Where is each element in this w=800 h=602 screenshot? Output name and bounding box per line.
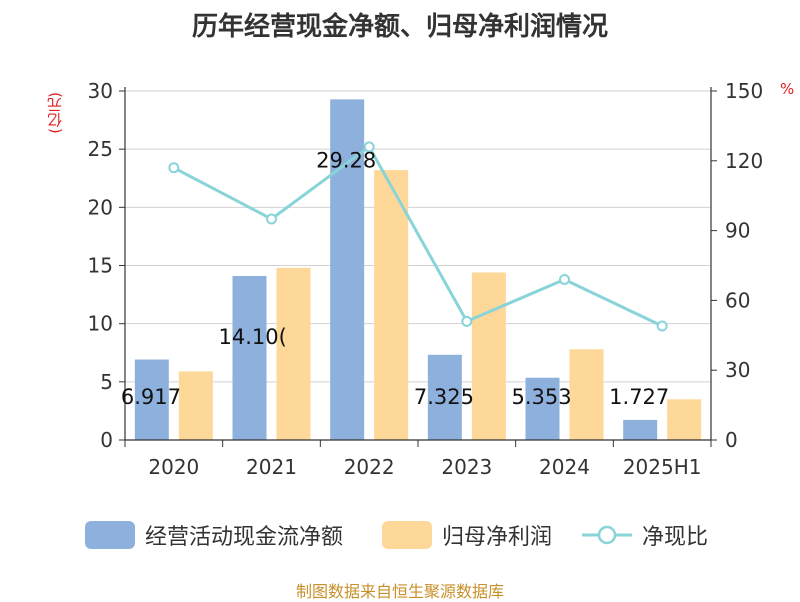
left-tick-label: 25: [88, 137, 113, 161]
bar-cashflow: [525, 377, 560, 440]
data-label-cashflow: 5.353: [512, 385, 572, 409]
x-tick-label: 2023: [441, 455, 492, 479]
data-label-cashflow: 7.325: [414, 385, 474, 409]
line-cash-ratio: [173, 144, 663, 328]
right-axis-unit: %: [780, 80, 795, 98]
legend: 经营活动现金流净额 归母净利润 净现比: [0, 518, 800, 552]
right-tick-label: 30: [725, 358, 750, 382]
right-tick-label: 0: [725, 428, 738, 452]
bar-net-profit: [276, 267, 311, 440]
data-label-cashflow: 6.917: [121, 385, 181, 409]
bar-cashflow: [427, 354, 462, 440]
source-footer: 制图数据来自恒生聚源数据库: [295, 582, 504, 601]
bar-net-profit: [471, 272, 506, 440]
bar-cashflow: [623, 419, 658, 440]
point-cash-ratio: [363, 141, 375, 153]
x-tick-label: 2022: [344, 455, 395, 479]
legend-swatch-net-profit: [382, 521, 432, 549]
legend-item-net-profit[interactable]: 归母净利润: [382, 518, 552, 552]
left-tick-label: 30: [88, 79, 113, 103]
legend-label-cashflow: 经营活动现金流净额: [145, 525, 344, 550]
left-tick-label: 10: [88, 312, 113, 336]
point-cash-ratio: [461, 315, 473, 327]
left-tick-label: 0: [100, 428, 113, 452]
point-cash-ratio: [168, 162, 180, 174]
point-cash-ratio: [559, 273, 570, 285]
bar-net-profit: [569, 349, 604, 440]
legend-label-cash-ratio: 净现比: [642, 525, 709, 550]
bar-net-profit: [667, 399, 702, 440]
legend-item-cashflow[interactable]: 经营活动现金流净额: [85, 518, 343, 552]
left-tick-label: 5: [100, 370, 113, 394]
x-tick-label: 2024: [539, 455, 590, 479]
x-tick-label: 2020: [148, 455, 199, 479]
point-cash-ratio: [266, 213, 277, 225]
right-tick-label: 60: [725, 288, 750, 312]
point-cash-ratio: [656, 320, 668, 332]
x-tick-label: 2025H1: [623, 455, 702, 479]
legend-swatch-cashflow: [85, 521, 135, 549]
data-label-cashflow: 1.727: [609, 385, 669, 409]
right-tick-label: 90: [725, 219, 750, 243]
left-tick-label: 15: [88, 254, 113, 278]
bar-net-profit: [374, 170, 409, 440]
legend-item-cash-ratio[interactable]: 净现比: [582, 518, 708, 552]
data-label-cashflow: 29.28: [316, 148, 376, 172]
bar-cashflow: [232, 275, 267, 440]
x-tick-label: 2021: [246, 455, 297, 479]
bar-net-profit: [178, 371, 213, 440]
right-tick-label: 150: [725, 79, 763, 103]
legend-swatch-cash-ratio: [582, 525, 632, 545]
right-tick-label: 120: [725, 149, 763, 173]
data-label-cashflow: 14.10(: [219, 325, 287, 349]
chart-title: 历年经营现金净额、归母净利润情况: [191, 12, 608, 42]
left-tick-label: 20: [88, 195, 113, 219]
legend-label-net-profit: 归母净利润: [442, 525, 553, 550]
bar-cashflow: [134, 359, 169, 440]
